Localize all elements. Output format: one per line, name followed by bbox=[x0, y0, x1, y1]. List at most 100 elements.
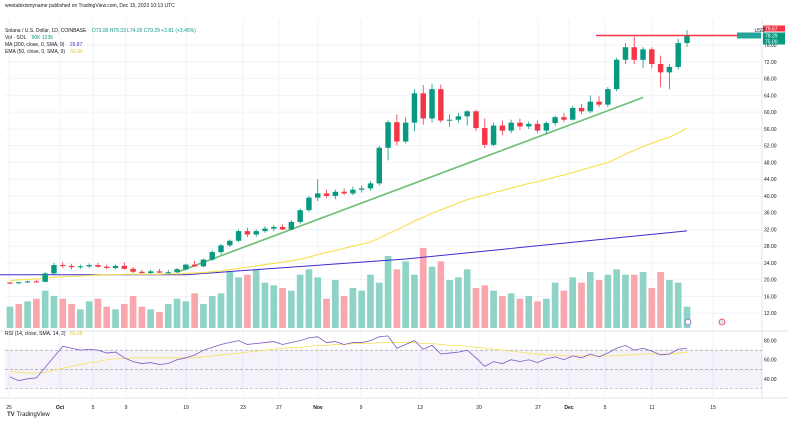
candle-body bbox=[209, 252, 215, 260]
volume-bar bbox=[270, 285, 278, 328]
volume-bar bbox=[182, 301, 190, 328]
volume-bar bbox=[481, 285, 489, 328]
volume-bar bbox=[586, 272, 594, 328]
candle-body bbox=[279, 226, 286, 230]
candle-body bbox=[51, 265, 57, 274]
volume-bar bbox=[305, 269, 313, 328]
candle-body bbox=[227, 240, 233, 246]
volume-bar bbox=[569, 277, 577, 328]
price-tag-label: 79.67 bbox=[765, 26, 778, 32]
candle-body bbox=[86, 265, 92, 267]
volume-bar bbox=[648, 288, 656, 328]
volume-bar bbox=[41, 290, 49, 328]
volume-bar bbox=[455, 277, 462, 328]
candle-body bbox=[121, 265, 128, 269]
candle-body bbox=[42, 273, 48, 282]
event-marker-icon bbox=[684, 318, 692, 326]
candle-body bbox=[534, 123, 541, 131]
volume-legend[interactable]: Vol · SOL 90K 1236 bbox=[5, 35, 53, 41]
volume-bar bbox=[85, 301, 93, 328]
ma-legend-value: 29.87 bbox=[69, 42, 83, 48]
rsi-legend[interactable]: RSI (14, close, SMA, 14, 2) 69.38 bbox=[5, 331, 83, 337]
price-tick-label: 72.00 bbox=[764, 60, 777, 66]
volume-bar bbox=[630, 274, 638, 328]
price-tick-label: 16.00 bbox=[764, 294, 777, 300]
volume-bar bbox=[639, 272, 647, 328]
candle-body bbox=[394, 122, 400, 142]
candle-body bbox=[332, 191, 339, 196]
symbol-legend[interactable]: Solana / U.S. Dollar, 1D, COINBASE O73.0… bbox=[5, 28, 196, 34]
volume-bar bbox=[6, 306, 14, 328]
candle-body bbox=[165, 272, 171, 274]
candle-body bbox=[561, 117, 567, 120]
candle-body bbox=[350, 189, 356, 194]
volume-bar bbox=[15, 304, 23, 328]
tradingview-brand-text: TradingView bbox=[16, 412, 50, 418]
ma200-line bbox=[0, 230, 688, 276]
tradingview-footer[interactable]: TV TradingView bbox=[7, 412, 50, 418]
candle-body bbox=[596, 101, 602, 105]
candle-body bbox=[552, 117, 558, 124]
candle-body bbox=[429, 89, 435, 119]
volume-bar bbox=[666, 280, 673, 328]
rsi-legend-label: RSI (14, close, SMA, 14, 2) bbox=[5, 331, 66, 337]
candle-body bbox=[139, 271, 145, 274]
price-tick-label: 40.00 bbox=[764, 194, 777, 200]
volume-bar bbox=[200, 304, 207, 328]
volume-bar bbox=[622, 274, 629, 328]
candle-body bbox=[517, 122, 523, 127]
price-tick-label: 28.00 bbox=[764, 244, 777, 250]
candle-body bbox=[112, 265, 119, 268]
volume-bar bbox=[490, 290, 497, 328]
candle-body bbox=[271, 226, 277, 229]
volume-bar bbox=[217, 293, 225, 328]
candle-body bbox=[60, 265, 66, 267]
symbol-title: Solana / U.S. Dollar, 1D, COINBASE bbox=[5, 28, 87, 34]
candle-body bbox=[684, 35, 690, 44]
volume-bar bbox=[156, 312, 163, 328]
candle-body bbox=[103, 266, 110, 268]
candle-body bbox=[473, 111, 479, 129]
volume-bar bbox=[358, 290, 366, 328]
volume-bar bbox=[314, 277, 322, 328]
volume-bar bbox=[437, 261, 445, 328]
time-tick-label: 25 bbox=[6, 405, 12, 411]
volume-bar bbox=[525, 296, 533, 328]
volume-bar bbox=[129, 296, 137, 328]
volume-bar bbox=[112, 309, 119, 328]
volume-bar bbox=[59, 298, 67, 328]
candle-body bbox=[376, 147, 382, 184]
volume-bar bbox=[613, 269, 620, 328]
candle-body bbox=[367, 183, 374, 189]
ema-legend-value: 56.66 bbox=[70, 49, 83, 55]
price-tag-label: 75.00 bbox=[765, 39, 778, 45]
price-tag bbox=[763, 25, 785, 32]
rsi-line bbox=[9, 335, 688, 382]
candle-body bbox=[455, 116, 462, 120]
volume-bar bbox=[120, 304, 128, 328]
ema-legend-label: EMA (50, close, 0, SMA, 9) bbox=[5, 49, 66, 55]
volume-bar bbox=[261, 282, 269, 328]
candle-body bbox=[77, 266, 84, 268]
time-tick-label: 20 bbox=[476, 405, 482, 411]
ema-legend[interactable]: EMA (50, close, 0, SMA, 9) 56.66 bbox=[5, 49, 83, 55]
volume-bar bbox=[367, 274, 374, 328]
ma-legend[interactable]: MA (200, close, 0, SMA, 9) 29.87 bbox=[5, 42, 82, 48]
rsi-tick-label: 60.00 bbox=[764, 358, 777, 364]
volume-bar bbox=[657, 272, 664, 328]
candle-body bbox=[253, 231, 259, 235]
volume-legend-label: Vol · SOL bbox=[5, 35, 27, 41]
volume-bar bbox=[50, 296, 58, 328]
volume-bar bbox=[279, 288, 286, 328]
volume-bar bbox=[419, 248, 427, 328]
volume-bar bbox=[331, 280, 339, 328]
volume-bar bbox=[472, 288, 480, 328]
rsi-tick-label: 40.00 bbox=[764, 377, 777, 383]
volume-bar bbox=[499, 296, 506, 328]
flag-marker-icon bbox=[718, 318, 726, 326]
candle-body bbox=[16, 282, 22, 284]
candle-body bbox=[649, 49, 655, 64]
candle-body bbox=[526, 123, 532, 127]
price-tick-label: 76.00 bbox=[764, 43, 777, 49]
